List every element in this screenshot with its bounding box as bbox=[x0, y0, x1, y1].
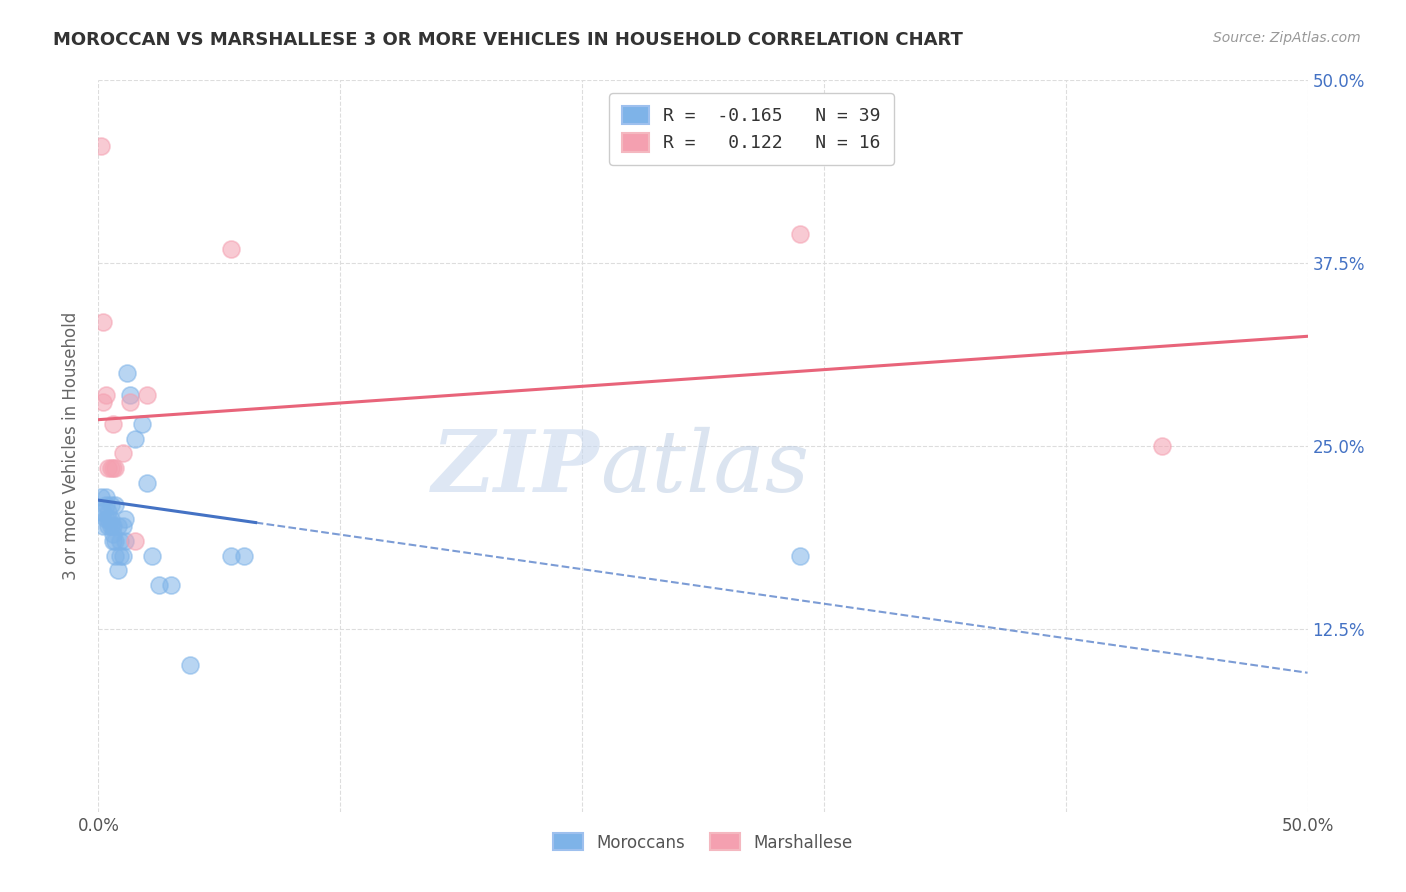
Point bbox=[118, 395, 141, 409]
Point bbox=[1152, 439, 1174, 453]
Point bbox=[221, 549, 243, 563]
Point bbox=[101, 461, 124, 475]
Point bbox=[90, 139, 112, 153]
Point bbox=[114, 512, 136, 526]
Point bbox=[117, 366, 139, 380]
Point bbox=[104, 534, 127, 549]
Point bbox=[118, 388, 141, 402]
Point bbox=[101, 519, 124, 533]
Point bbox=[97, 512, 120, 526]
Point bbox=[160, 578, 183, 592]
Point bbox=[131, 417, 153, 431]
Point bbox=[101, 526, 124, 541]
Point bbox=[789, 227, 811, 241]
Point bbox=[104, 549, 127, 563]
Point bbox=[124, 534, 146, 549]
Text: atlas: atlas bbox=[600, 426, 810, 509]
Point bbox=[94, 512, 117, 526]
Point bbox=[111, 519, 134, 533]
Point bbox=[232, 549, 254, 563]
Point bbox=[91, 519, 114, 533]
Point bbox=[101, 534, 124, 549]
Point bbox=[789, 549, 811, 563]
Point bbox=[124, 432, 146, 446]
Point bbox=[97, 461, 120, 475]
Point bbox=[104, 461, 127, 475]
Point bbox=[107, 563, 129, 577]
Point bbox=[111, 446, 134, 460]
Y-axis label: 3 or more Vehicles in Household: 3 or more Vehicles in Household bbox=[62, 312, 80, 580]
Point bbox=[114, 534, 136, 549]
Point bbox=[91, 395, 114, 409]
Point bbox=[104, 498, 127, 512]
Legend: Moroccans, Marshallese: Moroccans, Marshallese bbox=[547, 827, 859, 858]
Point bbox=[141, 549, 163, 563]
Point bbox=[97, 519, 120, 533]
Point bbox=[91, 505, 114, 519]
Point bbox=[90, 490, 112, 504]
Point bbox=[100, 512, 122, 526]
Point bbox=[91, 315, 114, 329]
Point bbox=[94, 490, 117, 504]
Point bbox=[135, 475, 157, 490]
Point bbox=[107, 519, 129, 533]
Text: MOROCCAN VS MARSHALLESE 3 OR MORE VEHICLES IN HOUSEHOLD CORRELATION CHART: MOROCCAN VS MARSHALLESE 3 OR MORE VEHICL… bbox=[53, 31, 963, 49]
Point bbox=[148, 578, 170, 592]
Point bbox=[97, 505, 120, 519]
Point bbox=[108, 534, 131, 549]
Point bbox=[100, 519, 122, 533]
Point bbox=[94, 388, 117, 402]
Text: ZIP: ZIP bbox=[433, 426, 600, 509]
Point bbox=[90, 505, 112, 519]
Point bbox=[221, 242, 243, 256]
Point bbox=[100, 461, 122, 475]
Point bbox=[108, 549, 131, 563]
Point bbox=[111, 549, 134, 563]
Point bbox=[179, 658, 201, 673]
Point bbox=[101, 417, 124, 431]
Text: Source: ZipAtlas.com: Source: ZipAtlas.com bbox=[1213, 31, 1361, 45]
Point bbox=[94, 498, 117, 512]
Point bbox=[135, 388, 157, 402]
Point bbox=[100, 498, 122, 512]
